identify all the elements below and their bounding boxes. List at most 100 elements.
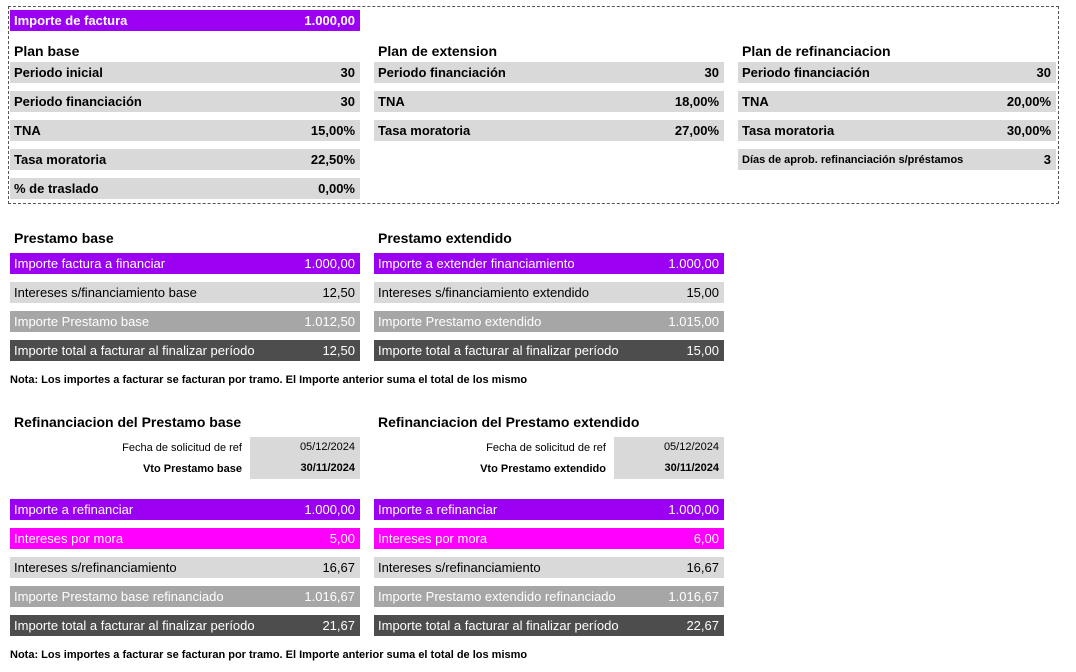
- plan-refi-row-periodo-financiacion: Periodo financiación 30: [738, 62, 1056, 83]
- row-value[interactable]: 27,00%: [674, 123, 719, 138]
- plan-base-row-pct-traslado: % de traslado 0,00%: [10, 178, 360, 199]
- refi-ext-row-importe-refinanciar: Importe a refinanciar 1.000,00: [374, 499, 724, 520]
- refi-base-title: Refinanciacion del Prestamo base: [14, 414, 242, 430]
- row-value[interactable]: 16,67: [686, 560, 719, 575]
- row-value[interactable]: 1.012,50: [304, 314, 355, 329]
- row-label: % de traslado: [14, 181, 99, 196]
- prestamo-base-row-importe-total: Importe total a facturar al finalizar pe…: [10, 340, 360, 361]
- row-value[interactable]: 1.000,00: [668, 502, 719, 517]
- row-label: TNA: [378, 94, 405, 109]
- prestamo-ext-row-importe-extender: Importe a extender financiamiento 1.000,…: [374, 253, 724, 274]
- row-label: Importe total a facturar al finalizar pe…: [378, 343, 619, 358]
- row-value[interactable]: 6,00: [693, 531, 719, 546]
- date-value[interactable]: 30/11/2024: [250, 458, 360, 479]
- row-value[interactable]: 3: [1043, 152, 1051, 167]
- row-value[interactable]: 22,67: [686, 618, 719, 633]
- row-value[interactable]: 1.000,00: [304, 502, 355, 517]
- prestamo-base-title: Prestamo base: [14, 230, 114, 246]
- refi-ext-row-intereses-mora: Intereses por mora 6,00: [374, 528, 724, 549]
- prestamo-ext-row-importe-total: Importe total a facturar al finalizar pe…: [374, 340, 724, 361]
- refi-base-vto-row: Vto Prestamo base 30/11/2024: [10, 458, 360, 479]
- prestamo-base-row-importe-prestamo: Importe Prestamo base 1.012,50: [10, 311, 360, 332]
- row-value[interactable]: 12,50: [322, 285, 355, 300]
- row-value[interactable]: 30,00%: [1006, 123, 1051, 138]
- row-value[interactable]: 22,50%: [310, 152, 355, 167]
- row-label: Importe total a facturar al finalizar pe…: [14, 343, 255, 358]
- refi-ext-fecha-solicitud-row: Fecha de solicitud de ref 05/12/2024: [374, 437, 724, 458]
- refi-base-row-intereses-refinanciamiento: Intereses s/refinanciamiento 16,67: [10, 557, 360, 578]
- refi-note: Nota: Los importes a facturar se factura…: [10, 649, 528, 661]
- row-label: Periodo inicial: [14, 65, 103, 80]
- date-value[interactable]: 05/12/2024: [250, 437, 360, 458]
- row-value[interactable]: 30: [704, 65, 719, 80]
- plan-base-row-tasa-moratoria: Tasa moratoria 22,50%: [10, 149, 360, 170]
- refi-base-row-importe-refinanciar: Importe a refinanciar 1.000,00: [10, 499, 360, 520]
- row-label: Tasa moratoria: [378, 123, 471, 138]
- prestamo-base-row-importe-factura: Importe factura a financiar 1.000,00: [10, 253, 360, 274]
- row-value[interactable]: 30: [340, 94, 355, 109]
- prestamo-ext-row-intereses: Intereses s/financiamiento extendido 15,…: [374, 282, 724, 303]
- row-label: Periodo financiación: [378, 65, 506, 80]
- row-value[interactable]: 5,00: [329, 531, 355, 546]
- plan-base-row-periodo-inicial: Periodo inicial 30: [10, 62, 360, 83]
- row-label: Tasa moratoria: [14, 152, 107, 167]
- date-label: Fecha de solicitud de ref: [486, 441, 606, 454]
- row-value[interactable]: 30: [340, 65, 355, 80]
- row-label: Importe Prestamo base: [14, 314, 150, 329]
- row-label: Importe Prestamo base refinanciado: [14, 589, 224, 604]
- row-label: Intereses s/refinanciamiento: [378, 560, 541, 575]
- invoice-amount-row: Importe de factura 1.000,00: [10, 10, 360, 31]
- row-label: Importe factura a financiar: [14, 256, 166, 271]
- row-value[interactable]: 15,00: [686, 285, 719, 300]
- row-value[interactable]: 1.015,00: [668, 314, 719, 329]
- date-value[interactable]: 30/11/2024: [614, 458, 724, 479]
- row-value[interactable]: 15,00: [686, 343, 719, 358]
- row-value[interactable]: 0,00%: [318, 181, 355, 196]
- row-label: Importe a refinanciar: [378, 502, 498, 517]
- plan-ext-row-tna: TNA 18,00%: [374, 91, 724, 112]
- row-value[interactable]: 18,00%: [674, 94, 719, 109]
- date-label: Vto Prestamo base: [142, 462, 242, 475]
- prestamo-ext-row-importe-prestamo: Importe Prestamo extendido 1.015,00: [374, 311, 724, 332]
- date-value[interactable]: 05/12/2024: [614, 437, 724, 458]
- row-label: Intereses por mora: [378, 531, 488, 546]
- plan-base-row-tna: TNA 15,00%: [10, 120, 360, 141]
- invoice-amount-value[interactable]: 1.000,00: [304, 13, 355, 28]
- plan-ext-row-tasa-moratoria: Tasa moratoria 27,00%: [374, 120, 724, 141]
- row-value[interactable]: 20,00%: [1006, 94, 1051, 109]
- row-value[interactable]: 16,67: [322, 560, 355, 575]
- plan-refi-row-tasa-moratoria: Tasa moratoria 30,00%: [738, 120, 1056, 141]
- row-value[interactable]: 1.016,67: [668, 589, 719, 604]
- row-value[interactable]: 30: [1036, 65, 1051, 80]
- row-label: Importe Prestamo extendido refinanciado: [378, 589, 616, 604]
- row-value[interactable]: 21,67: [322, 618, 355, 633]
- row-label: TNA: [14, 123, 41, 138]
- refi-base-row-importe-refinanciado: Importe Prestamo base refinanciado 1.016…: [10, 586, 360, 607]
- row-label: Periodo financiación: [14, 94, 142, 109]
- refi-extendido-title: Refinanciacion del Prestamo extendido: [378, 414, 640, 430]
- row-value[interactable]: 1.000,00: [304, 256, 355, 271]
- row-label: Importe total a facturar al finalizar pe…: [14, 618, 255, 633]
- plan-refinanciacion-title: Plan de refinanciacion: [742, 43, 891, 59]
- prestamo-extendido-title: Prestamo extendido: [378, 230, 512, 246]
- row-label: Importe a refinanciar: [14, 502, 134, 517]
- row-label: TNA: [742, 94, 769, 109]
- row-label: Intereses por mora: [14, 531, 124, 546]
- refi-ext-row-importe-refinanciado: Importe Prestamo extendido refinanciado …: [374, 586, 724, 607]
- row-value[interactable]: 1.016,67: [304, 589, 355, 604]
- row-label: Importe total a facturar al finalizar pe…: [378, 618, 619, 633]
- row-label: Importe Prestamo extendido: [378, 314, 542, 329]
- row-value[interactable]: 15,00%: [310, 123, 355, 138]
- row-label: Intereses s/financiamiento extendido: [378, 285, 590, 300]
- refi-base-row-intereses-mora: Intereses por mora 5,00: [10, 528, 360, 549]
- row-value[interactable]: 1.000,00: [668, 256, 719, 271]
- plan-base-row-periodo-financiacion: Periodo financiación 30: [10, 91, 360, 112]
- row-value[interactable]: 12,50: [322, 343, 355, 358]
- refi-ext-row-importe-total: Importe total a facturar al finalizar pe…: [374, 615, 724, 636]
- parameters-dashed-border: [8, 6, 1059, 204]
- refi-ext-row-intereses-refinanciamiento: Intereses s/refinanciamiento 16,67: [374, 557, 724, 578]
- row-label: Periodo financiación: [742, 65, 870, 80]
- prestamo-base-row-intereses: Intereses s/financiamiento base 12,50: [10, 282, 360, 303]
- row-label: Días de aprob. refinanciación s/préstamo…: [742, 153, 964, 166]
